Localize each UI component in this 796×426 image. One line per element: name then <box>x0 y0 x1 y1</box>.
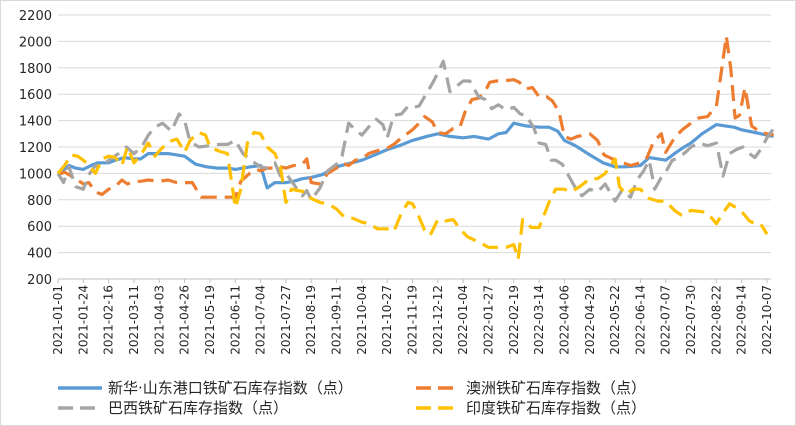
y-tick-label: 2200 <box>19 9 52 24</box>
y-axis-ticks: 200 400 600 800 1000 1200 1400 1600 1800 2000 2200 <box>19 9 52 288</box>
x-tick-label: 2021-07-04 <box>254 285 268 355</box>
x-tick-label: 2021-11-19 <box>406 285 420 355</box>
y-tick-label: 1000 <box>19 167 52 182</box>
y-tick-label: 1400 <box>19 115 52 130</box>
x-tick-label: 2021-07-27 <box>279 285 293 355</box>
x-tick-label: 2021-05-19 <box>203 285 217 355</box>
y-tick-label: 200 <box>27 273 52 288</box>
x-tick-label: 2022-04-29 <box>583 285 597 355</box>
legend-label-1: 澳洲铁矿石库存指数（点） <box>466 379 646 397</box>
legend: 新华·山东港口铁矿石库存指数（点） 澳洲铁矿石库存指数（点） 巴西铁矿石库存指数（点… <box>58 379 646 417</box>
y-tick-label: 1600 <box>19 88 52 103</box>
x-tick-label: 2022-08-22 <box>709 285 723 355</box>
x-tick-label: 2022-03-14 <box>532 285 546 355</box>
series-lines <box>56 34 775 261</box>
x-tick-label: 2022-02-19 <box>507 285 521 355</box>
x-tick-label: 2022-07-07 <box>659 285 673 355</box>
x-tick-label: 2021-09-11 <box>330 285 344 355</box>
x-tick-label: 2021-01-01 <box>51 285 65 355</box>
x-tick-label: 2021-06-11 <box>228 285 242 355</box>
x-tick-label: 2021-02-16 <box>102 285 116 355</box>
x-tick-label: 2021-04-26 <box>178 285 192 355</box>
x-tick-label: 2022-01-27 <box>481 285 495 355</box>
x-tick-label: 2021-01-24 <box>76 285 90 355</box>
x-tick-label: 2021-10-27 <box>380 285 394 355</box>
legend-label-2: 巴西铁矿石库存指数（点） <box>108 399 288 417</box>
x-tick-label: 2022-01-04 <box>456 285 470 355</box>
x-tick-label: 2022-06-14 <box>633 285 647 355</box>
x-tick-label: 2021-03-11 <box>127 285 141 355</box>
x-tick-label: 2022-05-22 <box>608 285 622 355</box>
legend-label-3: 印度铁矿石库存指数（点） <box>466 399 646 417</box>
y-tick-label: 2000 <box>19 35 52 50</box>
y-tick-label: 1200 <box>19 141 52 156</box>
x-tick-label: 2022-07-30 <box>684 285 698 355</box>
x-tick-label: 2021-10-04 <box>355 285 369 355</box>
y-tick-label: 800 <box>27 194 52 209</box>
series-line-2 <box>56 59 775 203</box>
series-line-3 <box>56 130 769 261</box>
y-tick-label: 400 <box>27 247 52 262</box>
x-tick-label: 2022-09-14 <box>735 285 749 355</box>
x-tick-label: 2021-04-03 <box>152 285 166 355</box>
x-tick-label: 2021-08-19 <box>304 285 318 355</box>
legend-label-0: 新华·山东港口铁矿石库存指数（点） <box>108 379 353 397</box>
y-tick-label: 1800 <box>19 62 52 77</box>
series-line-1 <box>57 34 774 199</box>
y-tick-label: 600 <box>27 220 52 235</box>
x-tick-label: 2022-10-07 <box>760 285 774 355</box>
x-tick-label: 2021-12-12 <box>431 285 445 355</box>
x-axis: 2021-01-01 2021-01-24 2021-02-16 2021-03-11… <box>51 278 774 355</box>
series-line-0 <box>57 121 774 190</box>
x-tick-label: 2022-04-06 <box>557 285 571 355</box>
